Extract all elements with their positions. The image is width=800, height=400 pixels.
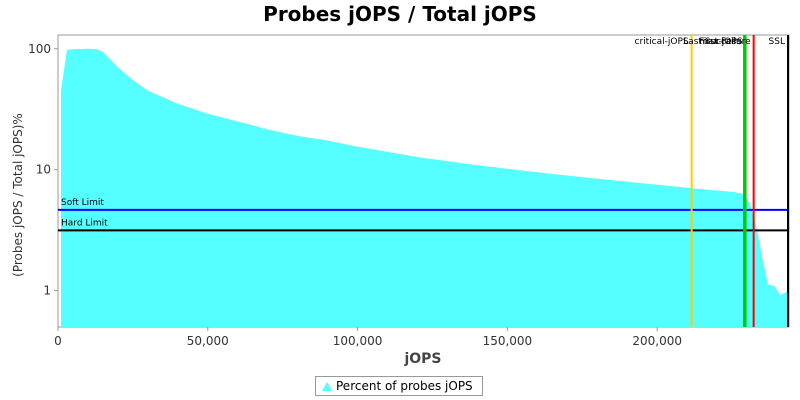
- marker-label-0: critical-jOPS: [635, 37, 689, 47]
- legend-label: Percent of probes jOPS: [336, 379, 473, 393]
- marker-label-2: max-jOPS: [699, 37, 743, 47]
- legend: Percent of probes jOPS: [315, 376, 483, 396]
- x-tick-label: 50,000: [187, 334, 229, 348]
- y-tick-label: 1: [43, 284, 51, 298]
- chart-title: Probes jOPS / Total jOPS: [263, 2, 537, 26]
- x-axis-label: jOPS: [403, 351, 441, 367]
- x-tick-label: 0: [54, 334, 62, 348]
- marker-label-1: Last Success: [683, 37, 741, 47]
- limit-label-1: Hard Limit: [61, 218, 108, 228]
- x-axis-ticks: 0 50,000 100,000 150,000 200,000: [54, 327, 682, 348]
- marker-label-3: First Failure: [699, 37, 751, 47]
- y-tick-label: 100: [28, 42, 51, 56]
- legend-swatch-icon: [322, 381, 332, 391]
- y-tick-label: 10: [36, 163, 51, 177]
- series-area-layer: [61, 48, 789, 328]
- limit-label-0: Soft Limit: [61, 198, 104, 208]
- y-axis-label: (Probes jOPS / Total jOPS)%: [11, 113, 25, 277]
- horizontal-limit-lines: Soft Limit Hard Limit: [58, 198, 789, 232]
- series-area-0: [61, 48, 789, 328]
- x-tick-label: 100,000: [333, 334, 383, 348]
- x-tick-label: 200,000: [632, 334, 682, 348]
- y-axis-ticks: 1 10 100: [28, 42, 58, 298]
- x-tick-label: 150,000: [483, 334, 533, 348]
- marker-label-4: SSL: [769, 37, 785, 47]
